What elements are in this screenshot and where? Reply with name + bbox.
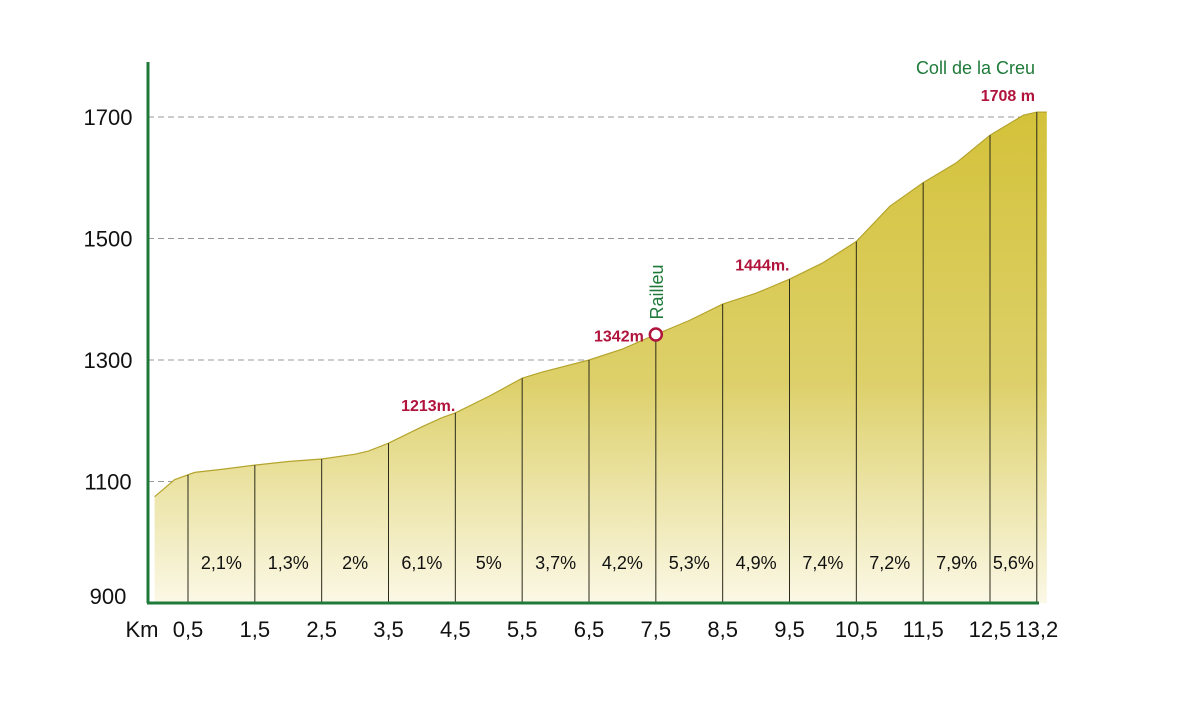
segment-grade-label: 4,9% — [736, 553, 777, 573]
waypoint-marker — [648, 327, 664, 342]
x-tick-label: 2,5 — [306, 617, 337, 642]
y-tick-label: 1100 — [84, 470, 131, 495]
x-tick-label: 6,5 — [574, 617, 605, 642]
place-annotation: Coll de la Creu — [916, 58, 1035, 78]
x-tick-label: 0,5 — [173, 617, 204, 642]
place-annotation: Railleu — [647, 264, 667, 319]
elevation-annotation: 1213m. — [401, 398, 455, 415]
x-axis-label: Km — [126, 617, 159, 642]
x-tick-label: 3,5 — [373, 617, 404, 642]
segment-grade-label: 7,4% — [802, 553, 843, 573]
elevation-area — [154, 112, 1047, 603]
segment-grade-label: 2% — [342, 553, 368, 573]
x-tick-label: 5,5 — [507, 617, 538, 642]
x-tick-label: 1,5 — [240, 617, 271, 642]
x-tick-label: 10,5 — [835, 617, 878, 642]
segment-grade-label: 4,2% — [602, 553, 643, 573]
elevation-annotation: 1342m — [594, 328, 644, 345]
x-tick-label: 12,5 — [969, 617, 1012, 642]
y-tick-label: 1700 — [84, 105, 133, 130]
x-tick-label: 8,5 — [707, 617, 738, 642]
x-tick-label: 9,5 — [774, 617, 805, 642]
segment-grade-label: 1,3% — [268, 553, 309, 573]
x-tick-label: 11,5 — [903, 617, 944, 642]
segment-grade-label: 7,2% — [869, 553, 910, 573]
y-tick-label: 1500 — [84, 227, 133, 252]
elevation-annotation: 1444m. — [735, 258, 789, 275]
elevation-profile-line — [154, 111, 1047, 498]
segment-grade-label: 6,1% — [401, 553, 442, 573]
y-tick-label: 1300 — [84, 348, 133, 373]
segment-grade-label: 5% — [476, 553, 502, 573]
segment-grade-label: 5,6% — [993, 553, 1034, 573]
x-tick-label: 4,5 — [440, 617, 471, 642]
segment-grade-label: 3,7% — [535, 553, 576, 573]
x-tick-label: 7,5 — [641, 617, 672, 642]
y-tick-label: 900 — [90, 584, 127, 609]
x-tick-label: 13,2 — [1015, 617, 1058, 642]
elevation-annotation: 1708 m — [981, 88, 1035, 105]
segment-grade-label: 2,1% — [201, 553, 242, 573]
segment-grade-label: 5,3% — [669, 553, 710, 573]
segment-grade-label: 7,9% — [936, 553, 977, 573]
